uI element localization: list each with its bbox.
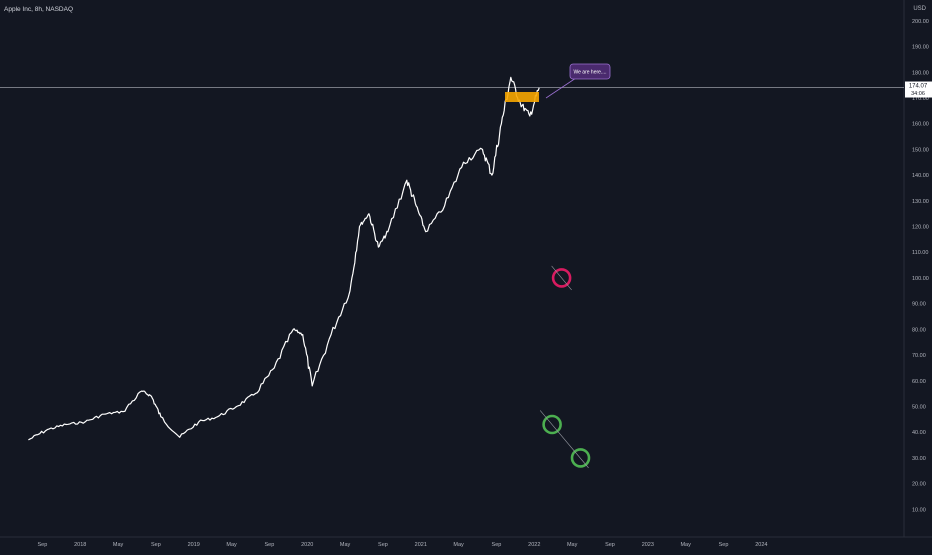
x-tick-label: 2023 bbox=[642, 542, 654, 548]
y-tick-label: 110.00 bbox=[912, 250, 928, 256]
y-tick-label: 140.00 bbox=[912, 173, 929, 179]
y-tick-label: 130.00 bbox=[912, 199, 929, 205]
y-tick-label: 160.00 bbox=[912, 122, 929, 128]
x-tick-label: Sep bbox=[605, 542, 615, 548]
price-tag-value: 174.07 bbox=[909, 84, 928, 90]
price-series-line bbox=[28, 76, 540, 441]
x-tick-label: 2020 bbox=[301, 542, 313, 548]
x-tick-label: Sep bbox=[378, 542, 388, 548]
green-circle-marker[interactable] bbox=[570, 448, 591, 468]
x-tick-label: May bbox=[567, 542, 578, 548]
y-tick-label: 80.00 bbox=[912, 327, 926, 333]
price-axis[interactable]: 10.00 20.00 30.00 40.00 50.00 60.00 70.00 80.00… bbox=[912, 19, 929, 513]
x-tick-label: Sep bbox=[151, 542, 161, 548]
x-tick-label: Sep bbox=[265, 542, 275, 548]
red-circle-marker[interactable] bbox=[551, 268, 572, 288]
x-tick-label: Sep bbox=[37, 542, 47, 548]
y-tick-label: 60.00 bbox=[912, 379, 926, 385]
x-tick-label: May bbox=[113, 542, 124, 548]
price-tag-countdown: 34:06 bbox=[911, 91, 925, 97]
y-tick-label: 70.00 bbox=[912, 353, 926, 359]
y-tick-label: 190.00 bbox=[912, 45, 929, 51]
time-axis[interactable]: Sep 2018 May Sep 2019 May Sep 2020 May Sep 2021 May… bbox=[37, 542, 767, 548]
y-tick-label: 10.00 bbox=[912, 507, 926, 513]
x-tick-label: Sep bbox=[719, 542, 729, 548]
y-tick-label: 50.00 bbox=[912, 404, 926, 410]
callout-box[interactable] bbox=[569, 63, 611, 80]
trend-guide-line bbox=[539, 410, 589, 469]
x-tick-label: 2021 bbox=[415, 542, 427, 548]
trend-guide-line bbox=[551, 265, 572, 291]
y-tick-label: 120.00 bbox=[912, 225, 929, 231]
x-tick-label: Sep bbox=[492, 542, 502, 548]
y-tick-label: 20.00 bbox=[912, 482, 926, 488]
price-tag bbox=[905, 81, 932, 98]
x-tick-label: May bbox=[453, 542, 464, 548]
highlight-box bbox=[505, 92, 539, 102]
callout-pointer bbox=[545, 77, 577, 99]
x-tick-label: 2018 bbox=[74, 542, 86, 548]
x-tick-label: 2024 bbox=[755, 542, 767, 548]
x-tick-label: May bbox=[680, 542, 691, 548]
y-tick-label: 180.00 bbox=[912, 70, 929, 76]
annotations[interactable] bbox=[539, 265, 591, 469]
callout-text: We are here.... bbox=[574, 70, 607, 76]
y-tick-label: 30.00 bbox=[912, 456, 926, 462]
x-tick-label: 2022 bbox=[528, 542, 540, 548]
y-tick-label: 200.00 bbox=[912, 19, 929, 25]
green-circle-marker[interactable] bbox=[542, 414, 562, 435]
x-tick-label: 2019 bbox=[188, 542, 200, 548]
y-tick-label: 150.00 bbox=[912, 147, 929, 153]
x-tick-label: May bbox=[340, 542, 351, 548]
currency-label: USD bbox=[913, 6, 926, 12]
y-tick-label: 170.00 bbox=[912, 96, 929, 102]
y-tick-label: 40.00 bbox=[912, 430, 926, 436]
symbol-title: Apple Inc, 8h, NASDAQ bbox=[4, 6, 73, 13]
y-tick-label: 90.00 bbox=[912, 302, 926, 308]
x-tick-label: May bbox=[226, 542, 237, 548]
y-tick-label: 100.00 bbox=[912, 276, 929, 282]
